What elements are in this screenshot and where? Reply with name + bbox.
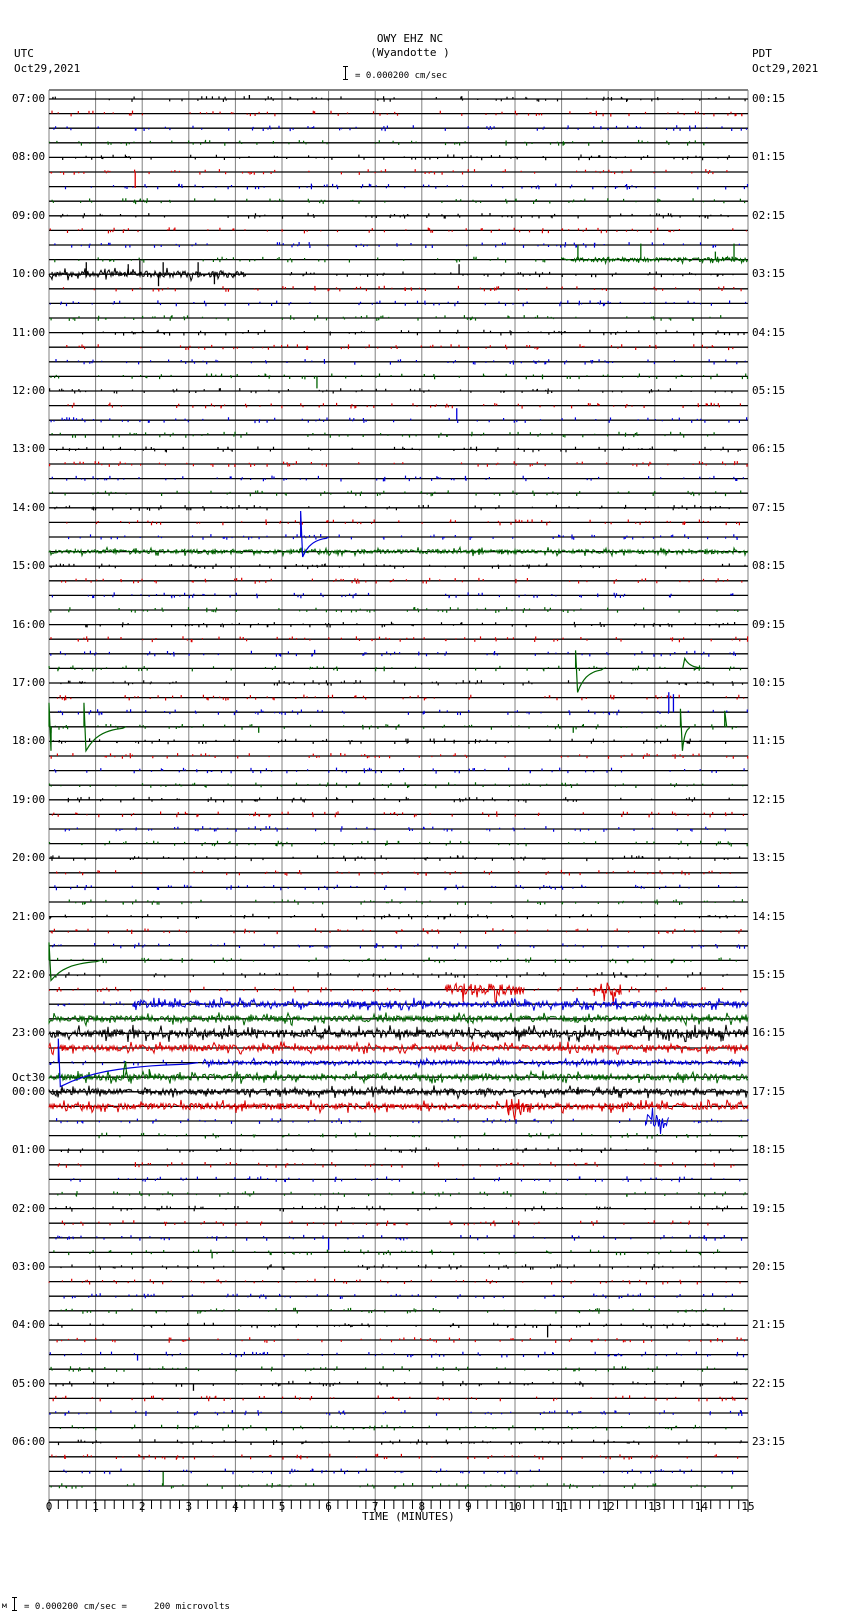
right-time-label: 07:15 [752,500,786,514]
svg-text:8: 8 [418,1500,425,1513]
footer-scale-bar-icon [12,1597,17,1611]
right-timezone: PDT [752,47,772,60]
svg-text:7: 7 [372,1500,379,1513]
scale-bar-icon [343,66,348,80]
footer-scale-note: = 0.000200 cm/sec = 200 microvolts [24,1602,230,1612]
right-time-label: 21:15 [752,1318,786,1332]
right-time-label: 13:15 [752,851,786,865]
left-time-label: 09:00 [12,208,46,222]
footer-prefix: м [2,1601,7,1610]
left-time-label: 02:00 [12,1201,46,1215]
left-time-label: 20:00 [12,851,46,865]
left-time-label: 16:00 [12,617,46,631]
left-time-label: 08:00 [12,150,46,164]
svg-text:11: 11 [555,1500,568,1513]
svg-text:6: 6 [325,1500,332,1513]
left-time-label: 15:00 [12,559,46,573]
left-time-label: 19:00 [12,792,46,806]
left-time-label: 13:00 [12,442,46,456]
left-time-label: 07:00 [12,92,46,105]
left-time-label: 21:00 [12,909,46,923]
right-time-label: 08:15 [752,559,786,573]
svg-text:2: 2 [139,1500,146,1513]
left-time-label: 06:00 [12,1435,46,1449]
svg-text:3: 3 [185,1500,192,1513]
right-time-label: 02:15 [752,208,786,222]
right-time-label: 18:15 [752,1143,786,1157]
station-location: (Wyandotte ) [370,46,450,59]
right-time-label: 16:15 [752,1026,786,1040]
x-axis-label: TIME (MINUTES) [362,1510,455,1523]
right-time-label: 03:15 [752,267,786,281]
svg-text:15: 15 [741,1500,754,1513]
left-time-label: 18:00 [12,734,46,748]
left-time-label: 10:00 [12,267,46,281]
svg-text:12: 12 [602,1500,615,1513]
left-time-label: 05:00 [12,1376,46,1390]
right-date: Oct29,2021 [752,62,819,75]
svg-text:1: 1 [92,1500,99,1513]
right-time-label: 04:15 [752,325,786,339]
svg-text:13: 13 [648,1500,661,1513]
right-time-label: 23:15 [752,1435,786,1449]
scale-label: = 0.000200 cm/sec [355,71,448,81]
right-time-label: 01:15 [752,150,786,164]
left-date: Oct29,2021 [14,62,81,75]
right-time-label: 20:15 [752,1260,786,1273]
left-time-label: 04:00 [12,1318,46,1332]
left-time-label: 03:00 [12,1260,46,1273]
left-time-label: 22:00 [12,968,46,981]
right-time-label: 06:15 [752,442,786,456]
left-time-label: 17:00 [12,676,46,689]
right-time-label: 17:15 [752,1084,786,1098]
right-time-label: 10:15 [752,676,786,689]
left-time-label: 00:00 [12,1084,46,1098]
right-time-label: 22:15 [752,1376,786,1390]
left-time-label: 01:00 [12,1143,46,1157]
right-time-label: 14:15 [752,909,786,923]
right-time-label: 11:15 [752,734,786,748]
right-time-label: 09:15 [752,617,786,631]
right-time-label: 15:15 [752,968,786,981]
right-time-label: 19:15 [752,1201,786,1215]
station-title: OWY EHZ NC [376,32,444,45]
svg-text:10: 10 [508,1500,521,1513]
svg-text:9: 9 [465,1500,472,1513]
svg-text:4: 4 [232,1500,239,1513]
left-time-label: 12:00 [12,384,46,397]
svg-text:5: 5 [279,1500,286,1513]
date-change-label: Oct30 [12,1070,46,1084]
left-time-label: 23:00 [12,1026,46,1040]
left-time-label: 14:00 [12,500,46,514]
right-time-label: 05:15 [752,384,786,397]
left-timezone: UTC [14,47,34,60]
right-time-label: 00:15 [752,92,786,105]
svg-text:14: 14 [695,1500,709,1513]
left-time-label: 11:00 [12,325,46,339]
right-time-label: 12:15 [752,792,786,806]
svg-text:0: 0 [46,1500,53,1513]
